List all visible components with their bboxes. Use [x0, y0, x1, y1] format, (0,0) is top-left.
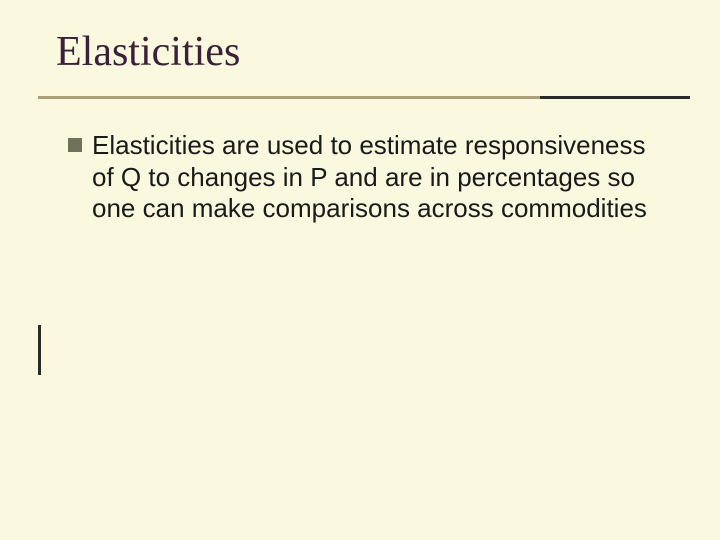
square-bullet-icon [68, 138, 82, 152]
slide-title: Elasticities [56, 28, 690, 76]
title-block: Elasticities [56, 28, 690, 76]
content-block: Elasticities are used to estimate respon… [68, 130, 660, 225]
slide: Elasticities Elasticities are used to es… [0, 0, 720, 540]
side-accent-line [38, 325, 41, 375]
bullet-text: Elasticities are used to estimate respon… [92, 130, 660, 225]
bullet-item: Elasticities are used to estimate respon… [68, 130, 660, 225]
underline-dark [540, 96, 690, 99]
title-underline [38, 96, 690, 99]
